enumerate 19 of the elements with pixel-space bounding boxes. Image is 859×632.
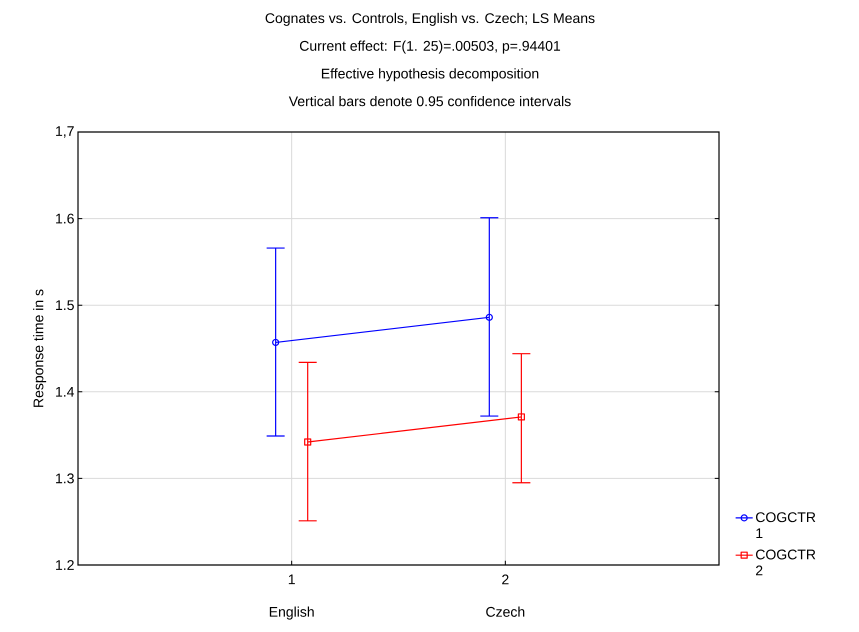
x-tick-label: 2 bbox=[502, 574, 509, 584]
text: Vertical bars denote 0.95 confidence intervals bbox=[288, 96, 571, 106]
text: Effective hypothesis decomposition bbox=[322, 68, 538, 82]
chart-subtitle: Current effect: F(1. 25)=.00503, p=.94401 bbox=[300, 40, 560, 54]
legend-label: COGCTR 1 bbox=[756, 512, 816, 538]
point bbox=[304, 438, 312, 446]
y-tick-label: 1,7 bbox=[56, 126, 74, 138]
x-tick-label: 1 bbox=[288, 574, 295, 584]
y-tick-label: 1.6 bbox=[56, 214, 74, 224]
chart-title: Cognates vs. Controls, English vs. Czech; LS Means bbox=[266, 12, 595, 26]
y-tick-label: 1.2 bbox=[56, 560, 74, 570]
y-tick-label: 1.3 bbox=[56, 473, 74, 484]
point bbox=[518, 413, 525, 421]
text: English bbox=[270, 606, 314, 620]
y-tick-label: 1.4 bbox=[56, 386, 74, 397]
y-tick-label: 1.5 bbox=[56, 300, 74, 310]
text: Czech bbox=[486, 606, 524, 617]
legend-label: COGCTR 2 bbox=[756, 550, 816, 576]
y-axis-title: Response time in s bbox=[33, 290, 46, 407]
